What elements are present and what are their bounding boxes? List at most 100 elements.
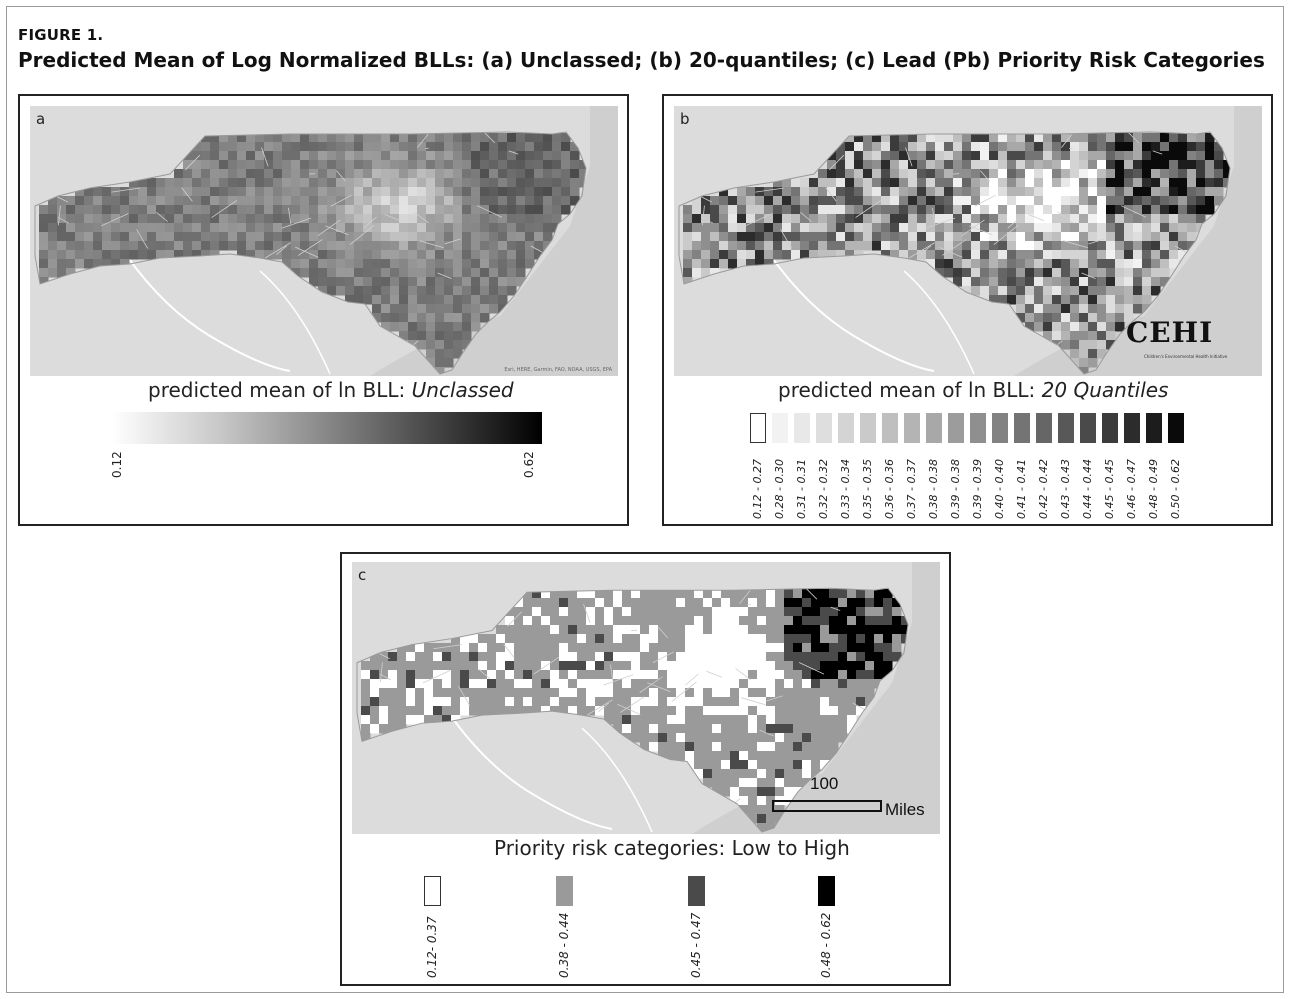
- region-cell: [998, 295, 1008, 305]
- region-cell: [381, 151, 391, 161]
- region-cell: [784, 652, 794, 662]
- region-cell: [613, 715, 623, 725]
- region-cell: [93, 187, 103, 197]
- region-cell: [487, 634, 497, 644]
- region-cell: [667, 598, 677, 608]
- region-cell: [120, 196, 130, 206]
- region-cell: [381, 322, 391, 332]
- region-cell: [372, 295, 382, 305]
- region-cell: [775, 625, 785, 635]
- region-cell: [39, 205, 49, 215]
- county-boundary: [379, 673, 392, 681]
- region-cell: [962, 259, 972, 269]
- region-cell: [426, 223, 436, 233]
- region-cell: [336, 232, 346, 242]
- region-cell: [1142, 277, 1152, 287]
- region-cell: [1088, 358, 1098, 368]
- region-cell: [165, 187, 175, 197]
- region-cell: [730, 778, 740, 788]
- region-cell: [453, 187, 463, 197]
- region-cell: [507, 286, 517, 296]
- region-cell: [694, 742, 704, 752]
- region-cell: [471, 250, 481, 260]
- region-cell: [784, 598, 794, 608]
- region-cell: [1079, 349, 1089, 359]
- region-cell: [372, 304, 382, 314]
- region-cell: [471, 268, 481, 278]
- region-cell: [712, 769, 722, 779]
- region-cell: [363, 214, 373, 224]
- county-boundary: [735, 668, 751, 681]
- quantile-label: 0.43 - 0.43: [1059, 459, 1072, 519]
- region-cell: [692, 223, 702, 233]
- region-cell: [676, 598, 686, 608]
- region-cell: [1115, 133, 1125, 143]
- region-cell: [397, 688, 407, 698]
- region-cell: [836, 169, 846, 179]
- region-cell: [748, 652, 758, 662]
- region-cell: [444, 160, 454, 170]
- region-cell: [998, 250, 1008, 260]
- region-cell: [649, 688, 659, 698]
- region-cell: [1070, 358, 1080, 368]
- region-cell: [120, 250, 130, 260]
- region-cell: [534, 178, 544, 188]
- region-cell: [613, 625, 623, 635]
- county-boundary: [417, 134, 429, 148]
- region-cell: [953, 187, 963, 197]
- region-cell: [694, 724, 704, 734]
- region-cell: [784, 760, 794, 770]
- region-cell: [496, 688, 506, 698]
- region-cell: [703, 634, 713, 644]
- region-cell: [1169, 178, 1179, 188]
- region-cell: [856, 661, 866, 671]
- region-cell: [685, 724, 695, 734]
- region-cell: [847, 652, 857, 662]
- region-cell: [710, 250, 720, 260]
- region-cell: [737, 214, 747, 224]
- region-cell: [730, 760, 740, 770]
- region-cell: [471, 232, 481, 242]
- region-cell: [1223, 178, 1230, 188]
- region-cell: [1070, 196, 1080, 206]
- region-cell: [703, 697, 713, 707]
- region-cell: [694, 607, 704, 617]
- region-cell: [845, 187, 855, 197]
- region-cell: [1043, 196, 1053, 206]
- region-cell: [1079, 295, 1089, 305]
- region-cell: [829, 670, 839, 680]
- region-cell: [892, 643, 902, 653]
- region-cell: [1007, 160, 1017, 170]
- region-cell: [388, 724, 398, 734]
- region-cell: [1187, 232, 1197, 242]
- region-cell: [1115, 322, 1125, 332]
- region-cell: [811, 652, 821, 662]
- region-cell: [1151, 151, 1161, 161]
- region-cell: [426, 232, 436, 242]
- region-cell: [755, 250, 765, 260]
- region-cell: [1106, 304, 1116, 314]
- region-cell: [489, 304, 499, 314]
- region-cell: [989, 205, 999, 215]
- region-cell: [865, 679, 875, 689]
- region-cell: [129, 196, 139, 206]
- region-cell: [498, 133, 508, 143]
- map-a: a Esri, HERE, Garmin, FAO, NOAA, USGS, E…: [30, 106, 618, 376]
- region-cell: [372, 277, 382, 287]
- region-cell: [631, 688, 641, 698]
- region-cell: [622, 724, 632, 734]
- region-cell: [451, 688, 461, 698]
- region-cell: [1043, 295, 1053, 305]
- county-boundary: [281, 217, 312, 229]
- region-cell: [498, 259, 508, 269]
- region-cell: [1133, 277, 1143, 287]
- region-cell: [710, 196, 720, 206]
- region-cell: [802, 652, 812, 662]
- region-cell: [201, 169, 211, 179]
- region-cell: [174, 187, 184, 197]
- region-cell: [863, 133, 873, 143]
- region-cell: [728, 214, 738, 224]
- region-cell: [989, 169, 999, 179]
- region-cell: [694, 769, 704, 779]
- region-cell: [120, 241, 130, 251]
